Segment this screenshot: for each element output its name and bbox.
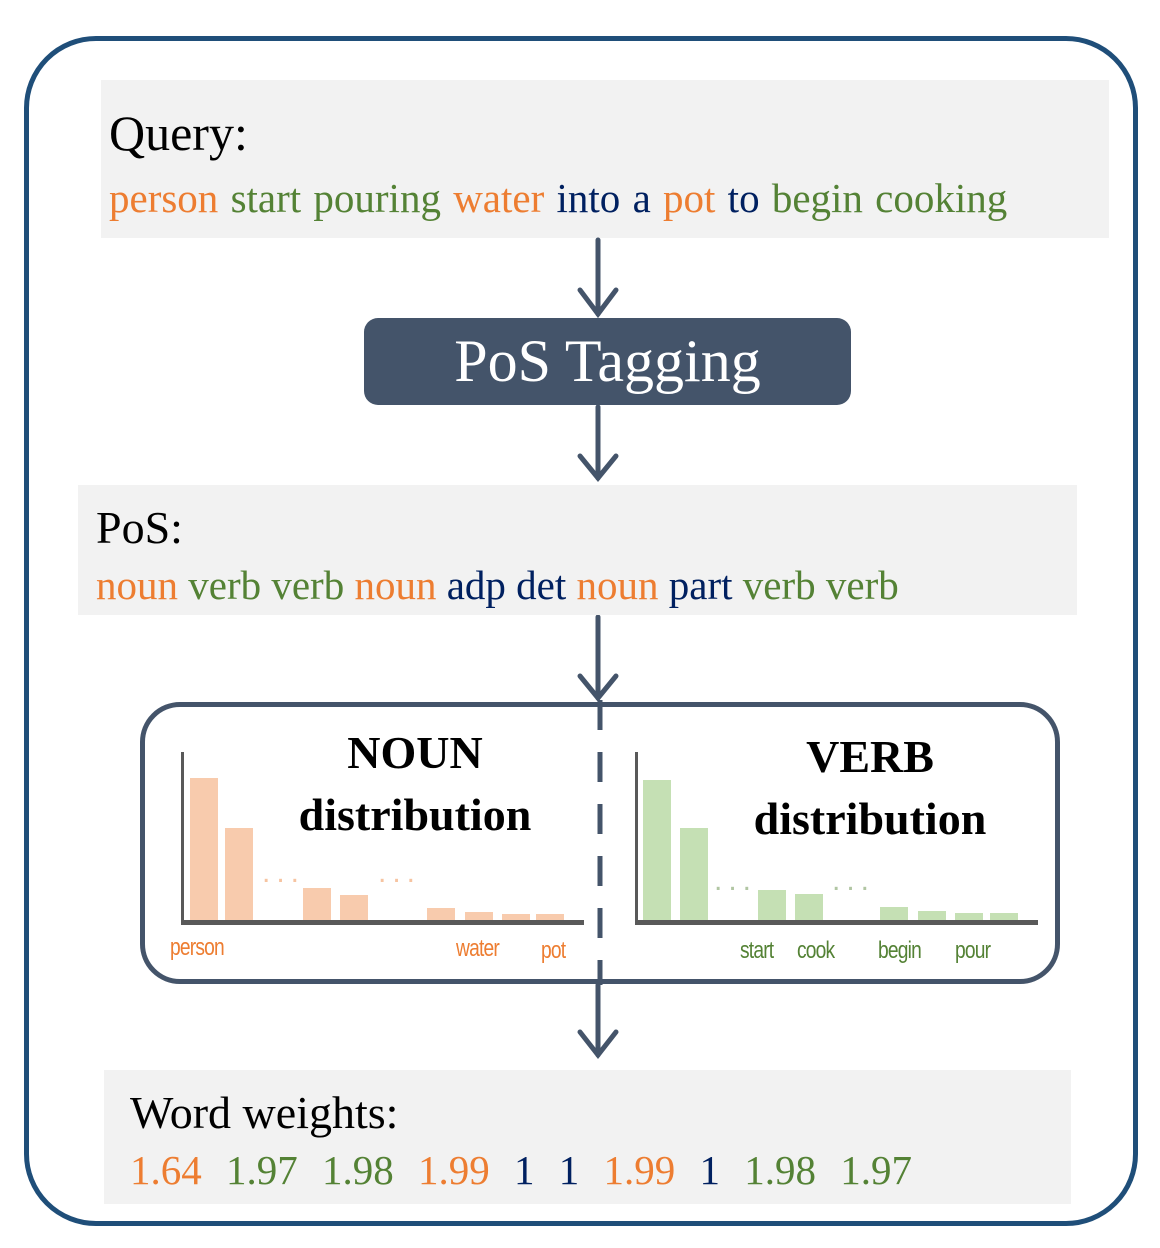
verb-bar	[955, 913, 983, 920]
verb-bar	[643, 780, 671, 920]
noun-label-water: water	[456, 935, 500, 962]
pos-box: PoS: noun verb verb noun adp det noun pa…	[78, 485, 1077, 615]
noun-label-pot: pot	[541, 937, 566, 964]
query-word: start	[230, 175, 302, 221]
pos-tag: noun	[354, 562, 437, 608]
weights-box: Word weights: 1.64 1.97 1.98 1.99 1 1 1.…	[104, 1070, 1071, 1204]
weights-title: Word weights:	[130, 1087, 399, 1138]
noun-title: NOUN	[347, 727, 483, 778]
pos-tag: det	[516, 562, 567, 608]
word-weight: 1.98	[322, 1147, 394, 1193]
verb-y-axis	[635, 752, 638, 924]
word-weight: 1	[514, 1147, 535, 1193]
query-word: a	[632, 175, 651, 221]
noun-subtitle: distribution	[298, 789, 532, 840]
verb-title: VERB	[806, 731, 934, 782]
verb-label-start: start	[740, 937, 774, 964]
outer-frame	[24, 36, 1138, 1226]
query-word: to	[727, 175, 760, 221]
verb-label-pour: pour	[955, 937, 991, 964]
noun-bar	[340, 895, 368, 920]
distribution-box	[140, 702, 1060, 984]
verb-bar	[880, 907, 908, 920]
pos-tag: part	[668, 562, 733, 608]
pos-title: PoS:	[96, 502, 183, 553]
pos-tag: verb	[825, 562, 899, 608]
verb-bar	[758, 890, 786, 920]
verb-bar	[680, 828, 708, 920]
pos-tags: noun verb verb noun adp det noun part ve…	[96, 565, 899, 606]
verb-bar	[990, 913, 1018, 920]
noun-y-axis	[181, 752, 184, 924]
query-word: cooking	[875, 175, 1008, 221]
query-word: pot	[663, 175, 716, 221]
query-word: water	[453, 175, 545, 221]
query-title: Query:	[109, 105, 248, 161]
word-weight: 1.64	[130, 1147, 202, 1193]
word-weight: 1.97	[840, 1147, 912, 1193]
word-weight: 1	[699, 1147, 721, 1193]
verb-label-begin: begin	[878, 937, 922, 964]
noun-ellipsis-2: ...	[378, 856, 422, 889]
pos-tag: noun	[576, 562, 659, 608]
word-weight: 1.98	[744, 1147, 816, 1193]
verb-bar	[795, 894, 823, 920]
verb-x-axis	[635, 920, 1038, 925]
noun-bar	[225, 828, 253, 920]
word-weight: 1.99	[603, 1147, 676, 1193]
noun-ellipsis-1: ...	[262, 856, 306, 889]
query-word: into	[556, 175, 621, 221]
verb-label-cook: cook	[797, 937, 835, 964]
noun-bar	[502, 914, 530, 920]
noun-bar	[427, 908, 455, 920]
noun-label-person: person	[170, 934, 225, 961]
weights-values: 1.64 1.97 1.98 1.99 1 1 1.99 1 1.98 1.97	[130, 1150, 912, 1191]
word-weight: 1.99	[418, 1147, 490, 1193]
pos-tag: verb	[742, 562, 816, 608]
query-words: person start pouring water into a pot to…	[109, 178, 1007, 219]
pos-tag: verb	[188, 562, 262, 608]
verb-ellipsis-2: ...	[832, 864, 876, 897]
verb-bar	[918, 911, 946, 920]
verb-subtitle: distribution	[753, 793, 987, 844]
pos-tag: verb	[271, 562, 345, 608]
verb-dist-title: VERB distribution	[725, 726, 1015, 850]
noun-dist-title: NOUN distribution	[270, 722, 560, 846]
query-box: Query: person start pouring water into a…	[101, 80, 1109, 238]
word-weight: 1	[558, 1147, 580, 1193]
noun-bar	[303, 888, 331, 920]
pos-tag: noun	[96, 562, 178, 608]
noun-bar	[465, 912, 493, 920]
query-word: pouring	[313, 175, 441, 221]
noun-bar	[536, 914, 564, 920]
word-weight: 1.97	[226, 1147, 298, 1193]
noun-bar	[190, 778, 218, 920]
noun-x-axis	[181, 920, 584, 925]
pos-tag: adp	[446, 562, 506, 608]
pos-tagging-box: PoS Tagging	[364, 318, 851, 405]
verb-ellipsis-1: ...	[714, 864, 758, 897]
query-word: begin	[771, 175, 863, 221]
query-word: person	[109, 175, 219, 221]
